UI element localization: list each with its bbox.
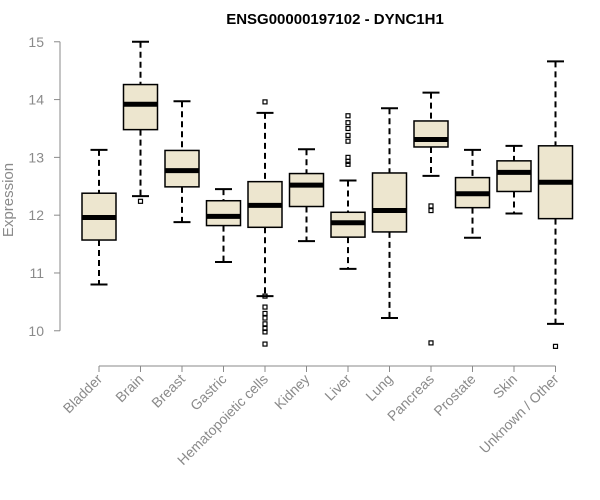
box-group-pancreas [413, 91, 449, 346]
box-group-liver [330, 113, 366, 270]
x-tick-label: Breast [148, 371, 188, 411]
box-group-gastric [205, 188, 242, 263]
outlier-point [345, 154, 351, 160]
outlier-point [262, 304, 268, 310]
outlier-point [345, 158, 351, 165]
box-group-unknown-other [537, 60, 574, 349]
y-axis: 10 11 12 13 14 15 [28, 34, 61, 339]
box-iqr [413, 120, 449, 148]
outlier-point [345, 132, 351, 139]
y-tick-label: 14 [28, 92, 44, 108]
box-group-lung [371, 107, 408, 320]
outlier-point [428, 207, 434, 214]
box-iqr [496, 160, 532, 193]
box-group-kidney [288, 148, 325, 243]
outlier-point [262, 329, 268, 335]
outlier-point [262, 315, 268, 321]
y-tick-label: 13 [28, 149, 44, 165]
box-iqr [288, 172, 325, 208]
box-group-breast [164, 100, 200, 224]
y-tick-label: 15 [28, 34, 44, 50]
plot-area [81, 40, 574, 349]
outlier-point [262, 341, 268, 347]
x-tick-label: Unknown / Other [476, 371, 562, 457]
outlier-point [428, 203, 434, 209]
y-tick-label: 12 [28, 207, 44, 223]
x-tick-label: Bladder [60, 371, 106, 417]
box-iqr [205, 199, 242, 227]
box-group-skin [496, 144, 532, 215]
box-group-brain [122, 40, 159, 204]
y-tick-label: 11 [29, 265, 44, 281]
box-group-prostate [454, 148, 491, 239]
x-tick-label: Liver [321, 371, 354, 404]
outlier-point [262, 293, 268, 299]
outlier-point [345, 125, 351, 132]
outlier-point [262, 99, 268, 105]
chart-title: ENSG00000197102 - DYNC1H1 [226, 11, 444, 28]
outlier-point [428, 340, 434, 346]
x-tick-label: Lung [362, 371, 395, 404]
box-group-bladder [81, 148, 117, 286]
outlier-point [137, 198, 144, 204]
x-tick-label: Kidney [271, 371, 313, 413]
outlier-point [552, 343, 559, 349]
outlier-point [262, 310, 268, 317]
outlier-point [345, 138, 351, 144]
outlier-point [262, 321, 268, 327]
box-group-hematopoietic-cells [247, 99, 283, 347]
x-tick-label: Prostate [430, 371, 478, 419]
box-iqr [122, 83, 159, 131]
y-tick-label: 10 [28, 323, 44, 339]
outlier-point [345, 161, 351, 167]
outlier-point [345, 120, 351, 126]
box-iqr [371, 172, 408, 233]
outlier-point [345, 113, 351, 119]
x-tick-label: Brain [112, 371, 146, 405]
y-axis-label: Expression [0, 163, 17, 237]
x-tick-label: Skin [490, 371, 521, 402]
